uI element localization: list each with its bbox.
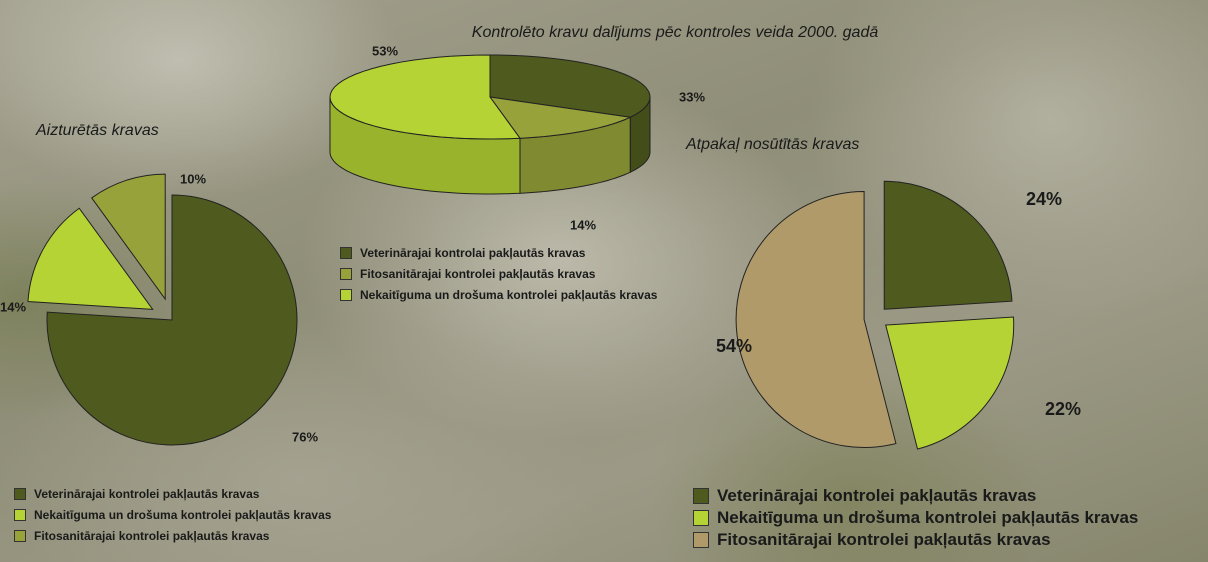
- legend-item: Fitosanitārajai kontrolei pakļautās krav…: [340, 266, 660, 282]
- pie-slice: [883, 180, 1013, 310]
- chart-title: Atpakaļ nosūtītās kravas: [685, 136, 859, 153]
- legend-swatch: [693, 487, 709, 504]
- legend-swatch: [14, 530, 26, 542]
- pie-slice: [46, 194, 298, 446]
- legend-item: Fitosanitārajai kontrolei pakļautās krav…: [14, 528, 434, 544]
- legend-swatch: [14, 488, 26, 500]
- value-label: 14%: [0, 299, 26, 314]
- legend-item: Veterinārajai kontrolei pakļautās kravas: [14, 486, 434, 502]
- pie-slice: [27, 207, 154, 310]
- value-label: 76%: [292, 429, 318, 444]
- legend-swatch: [693, 509, 709, 526]
- value-label: 14%: [570, 217, 596, 232]
- legend-swatch: [14, 509, 26, 521]
- value-label: 53%: [372, 43, 398, 58]
- value-label: 54%: [716, 336, 752, 356]
- pie-slice: [329, 54, 521, 140]
- pie-slice: [488, 96, 632, 139]
- legend-item: Veterinārajai kontrolai pakļautās kravas: [340, 245, 660, 261]
- legend-item: Fitosanitārajai kontrolei pakļautās krav…: [693, 529, 1208, 550]
- pie-slice: [735, 191, 897, 448]
- legend-label: Veterinārajai kontrolei pakļautās kravas: [34, 487, 260, 501]
- legend-label: Fitosanitārajai kontrolei pakļautās krav…: [360, 267, 596, 281]
- pie-slice: [885, 316, 1015, 450]
- legend-label: Veterinārajai kontrolei pakļautās kravas: [717, 486, 1037, 505]
- legend-label: Nekaitīguma un drošuma kontrolei pakļaut…: [34, 508, 332, 522]
- legend-label: Nekaitīguma un drošuma kontrolei pakļaut…: [360, 288, 658, 302]
- legend-swatch: [693, 531, 709, 548]
- value-label: 33%: [679, 89, 705, 104]
- legend-item: Nekaitīguma un drošuma kontrolei pakļaut…: [693, 507, 1208, 528]
- legend-label: Fitosanitārajai kontrolei pakļautās krav…: [34, 529, 270, 543]
- pie-slice: [91, 173, 166, 301]
- chart-title: Kontrolēto kravu dalījums pēc kontroles …: [472, 24, 879, 41]
- legend-label: Fitosanitārajai kontrolei pakļautās krav…: [717, 530, 1051, 549]
- legend: Veterinārajai kontrolei pakļautās kravas…: [14, 486, 434, 549]
- value-label: 10%: [180, 171, 206, 186]
- legend-label: Veterinārajai kontrolai pakļautās kravas: [360, 246, 586, 260]
- legend-item: Nekaitīguma un drošuma kontrolei pakļaut…: [340, 287, 660, 303]
- chart-title: Aizturētās kravas: [35, 122, 159, 139]
- pie-slice: [489, 54, 651, 118]
- legend-swatch: [340, 247, 352, 259]
- legend: Veterinārajai kontrolei pakļautās kravas…: [693, 485, 1208, 551]
- legend-swatch: [340, 289, 352, 301]
- legend-item: Veterinārajai kontrolei pakļautās kravas: [693, 485, 1208, 506]
- legend-swatch: [340, 268, 352, 280]
- value-label: 22%: [1045, 399, 1081, 419]
- legend: Veterinārajai kontrolai pakļautās kravas…: [340, 245, 660, 308]
- legend-item: Nekaitīguma un drošuma kontrolei pakļaut…: [14, 507, 434, 523]
- legend-label: Nekaitīguma un drošuma kontrolei pakļaut…: [717, 508, 1139, 527]
- value-label: 24%: [1026, 189, 1062, 209]
